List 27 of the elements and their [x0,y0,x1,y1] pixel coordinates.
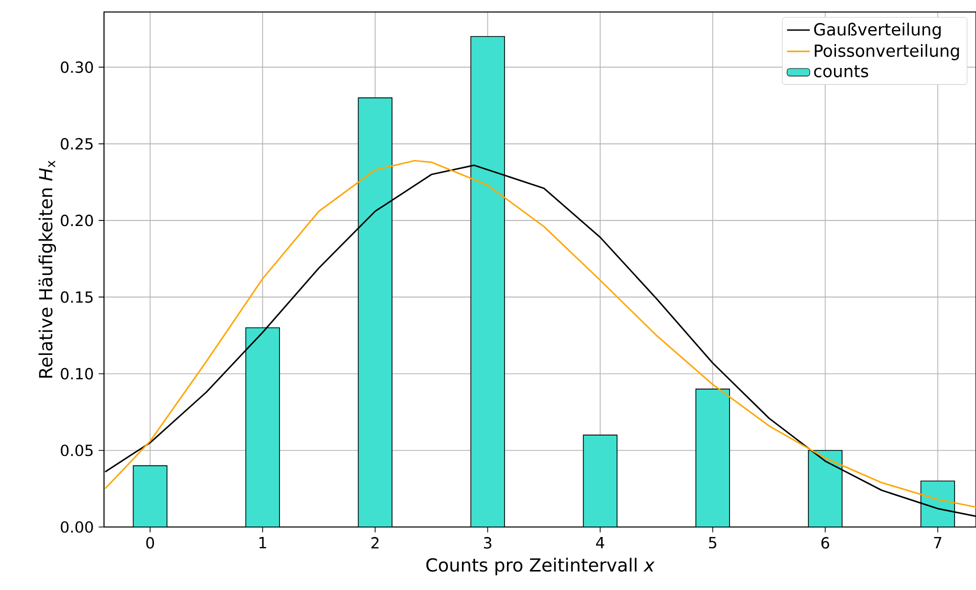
y-tick-label: 0.05 [60,444,93,456]
bar [358,97,392,527]
x-tick-label: 7 [934,537,942,548]
y-tick-label: 0.20 [60,214,93,226]
x-tick-label: 0 [146,537,154,549]
bar [808,450,843,527]
x-tick-label: 6 [821,537,830,549]
y-tick-label: 0.15 [60,291,93,303]
legend-label: counts [814,65,868,78]
bar [470,36,505,527]
x-tick-label: 1 [259,537,266,548]
y-tick-label: 0.00 [60,521,93,533]
y-tick-label: 0.30 [60,61,93,73]
y-axis-title: Relative Häufigkeiten H$_{x}$ [38,160,56,378]
x-tick-label: 4 [596,537,604,548]
bar [695,388,730,527]
bar [132,465,168,527]
bar [582,434,618,527]
x-tick-label: 5 [709,537,716,548]
legend-label: Poissonverteilung [814,44,959,60]
x-axis-title: Counts pro Zeitintervall x [426,558,655,576]
bar [245,327,280,527]
legend-label: Gaußverteilung [814,22,941,39]
x-tick-label: 3 [484,537,492,549]
y-tick-label: 0.10 [60,368,93,380]
y-tick-label: 0.25 [60,138,93,150]
x-tick-label: 2 [371,537,379,548]
